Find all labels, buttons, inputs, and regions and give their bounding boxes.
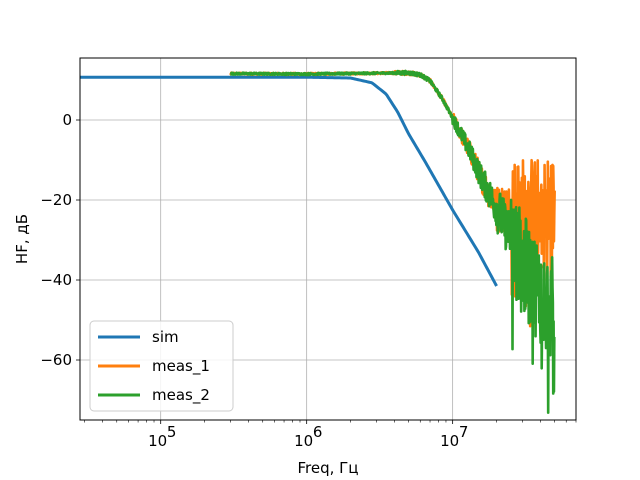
x-axis-label: Freq, Гц [297, 459, 358, 477]
y-tick-label: −20 [40, 191, 72, 209]
series-line-sim [80, 75, 498, 287]
x-tick-exponent: 6 [313, 423, 323, 441]
legend: sim meas_1 meas_2 [89, 320, 234, 412]
y-tick-label: −40 [40, 271, 72, 289]
legend-label: meas_2 [152, 386, 210, 405]
x-tick-exponent: 7 [459, 423, 469, 441]
y-tick-label: −60 [40, 351, 72, 369]
x-tick-exponent: 5 [167, 423, 177, 441]
plot-frame [79, 57, 577, 421]
legend-label: sim [152, 328, 179, 346]
ticks: 10 5 10 6 10 70−20−40−60 [40, 111, 577, 450]
series-layer [80, 69, 556, 414]
series-line-meas-2 [229, 69, 556, 414]
legend-box [89, 320, 234, 412]
x-tick-label: 10 [294, 432, 313, 450]
y-tick-label: 0 [62, 111, 72, 129]
legend-label: meas_1 [152, 357, 210, 376]
x-tick-label: 10 [440, 432, 459, 450]
x-tick-label: 10 [148, 432, 167, 450]
y-axis-label: HF, дБ [13, 214, 31, 264]
